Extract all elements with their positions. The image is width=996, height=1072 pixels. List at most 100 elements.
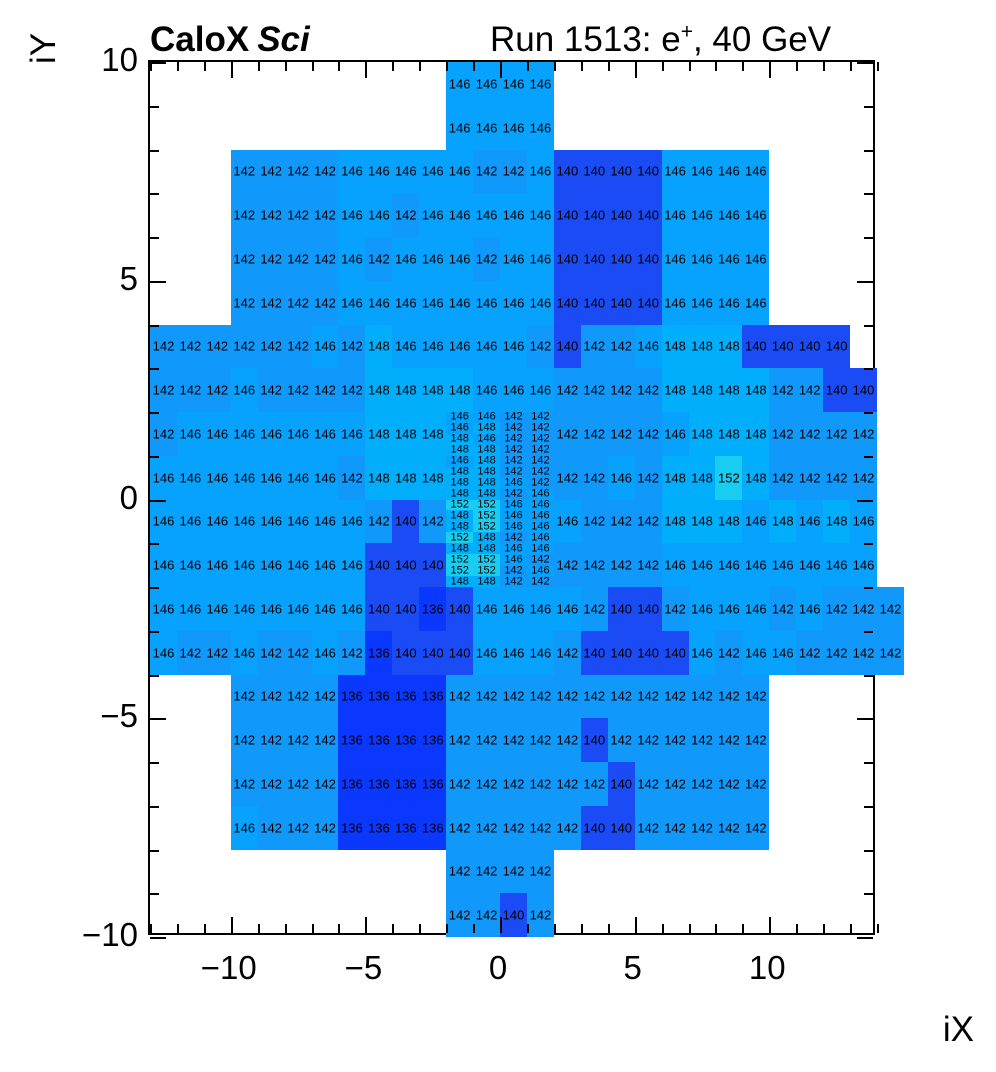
cell-value: 146 [691, 295, 713, 311]
cell-value: 140 [368, 601, 390, 617]
histogram-cell: 146 [446, 324, 474, 369]
histogram-cell: 146 [526, 105, 554, 150]
cell-value: 146 [368, 163, 390, 179]
histogram-cell: 140 [634, 149, 662, 194]
cell-value: 142 [664, 601, 686, 617]
cell-value: 142 [583, 338, 606, 354]
histogram-cell: 142 [823, 587, 851, 631]
histogram-cell: 142 [688, 674, 716, 719]
cell-value: 142 [744, 732, 767, 748]
cell-value: 146 [718, 163, 740, 179]
cell-value: 140 [394, 645, 417, 661]
axis-tick [864, 674, 873, 677]
cell-value: 146 [287, 426, 309, 442]
histogram-cell: 142 [580, 324, 608, 369]
histogram-cell: 146 [742, 280, 770, 325]
cell-value: 142 [610, 382, 633, 398]
histogram-cell: 142 [257, 149, 285, 194]
histogram-cell: 142 [473, 674, 501, 719]
histogram-cell: 148 [446, 433, 474, 445]
cell-value: 148 [421, 470, 444, 486]
cell-value: 146 [314, 557, 336, 573]
histogram-cell: 146 [688, 587, 716, 631]
axis-tick [150, 587, 159, 589]
histogram-cell: 142 [769, 368, 797, 412]
cell-value: 146 [448, 76, 471, 92]
histogram-cell: 142 [176, 324, 204, 369]
histogram-cell: 142 [526, 762, 554, 806]
axis-tick [823, 924, 826, 933]
cell-value: 140 [798, 338, 821, 354]
cell-value: 142 [475, 251, 498, 267]
histogram-cell: 146 [338, 193, 366, 237]
cell-value: 148 [477, 421, 496, 434]
histogram-cell: 142 [526, 554, 554, 566]
histogram-cell: 152 [473, 554, 501, 566]
cell-value: 142 [314, 820, 336, 836]
axis-tick [230, 62, 233, 78]
histogram-cell: 140 [661, 630, 689, 675]
axis-tick [864, 324, 873, 327]
cell-value: 148 [477, 575, 496, 588]
cell-value: 142 [233, 338, 256, 354]
cell-value: 140 [637, 601, 659, 617]
cell-value: 142 [287, 338, 309, 354]
cell-value: 146 [475, 338, 498, 354]
cell-value: 152 [450, 531, 469, 544]
histogram-cell: 152 [446, 565, 474, 577]
histogram-cell: 146 [284, 587, 312, 631]
axis-tick [823, 62, 826, 71]
cell-value: 146 [233, 470, 256, 486]
histogram-cell: 146 [446, 280, 474, 325]
cell-value: 142 [610, 557, 633, 573]
cell-value: 148 [691, 382, 713, 398]
cell-value: 146 [341, 601, 363, 617]
cell-value: 146 [691, 251, 713, 267]
histogram-cell: 142 [850, 630, 877, 675]
histogram-cell: 146 [257, 455, 285, 500]
cell-value: 142 [152, 426, 175, 442]
histogram-cell: 146 [473, 411, 501, 423]
histogram-cell: 152 [473, 521, 501, 533]
histogram-cell: 148 [473, 466, 501, 478]
cell-value: 146 [179, 426, 202, 442]
cell-value: 136 [368, 732, 390, 748]
axis-tick [661, 924, 664, 933]
cell-value: 142 [260, 338, 283, 354]
histogram-cell: 142 [257, 237, 285, 281]
histogram-cell: 148 [742, 455, 770, 500]
histogram-cell: 142 [715, 762, 743, 806]
axis-tick [150, 630, 159, 633]
cell-value: 146 [260, 601, 283, 617]
histogram-cell: 142 [257, 762, 285, 806]
histogram-cell: 146 [715, 280, 743, 325]
cell-value: 146 [504, 542, 523, 555]
histogram-cell: 142 [634, 543, 662, 587]
cell-value: 142 [610, 732, 633, 748]
cell-value: 148 [450, 487, 469, 500]
axis-tick [150, 193, 159, 196]
histogram-cell: 146 [203, 455, 231, 500]
histogram-cell: 142 [715, 674, 743, 719]
cell-value: 142 [583, 688, 606, 704]
cell-value: 148 [718, 338, 740, 354]
histogram-cell: 142 [311, 805, 339, 850]
histogram-cell: 148 [419, 455, 447, 500]
histogram-cell: 140 [553, 149, 581, 194]
cell-value: 146 [152, 513, 175, 529]
histogram-cell: 136 [365, 718, 393, 762]
cell-value: 142 [314, 207, 336, 223]
particle-charge: + [680, 20, 693, 44]
histogram-cell: 142 [688, 718, 716, 762]
histogram-cell: 142 [607, 368, 635, 412]
histogram-cell: 146 [769, 543, 797, 587]
histogram-cell: 146 [473, 324, 501, 369]
histogram-cell: 142 [311, 149, 339, 194]
plot-title-right: Run 1513: e+, 40 GeV [490, 20, 831, 60]
cell-value: 140 [637, 645, 659, 661]
cell-value: 142 [664, 688, 686, 704]
cell-value: 146 [531, 564, 550, 577]
cell-value: 140 [556, 163, 579, 179]
cell-value: 146 [314, 645, 336, 661]
cell-value: 148 [477, 542, 496, 555]
